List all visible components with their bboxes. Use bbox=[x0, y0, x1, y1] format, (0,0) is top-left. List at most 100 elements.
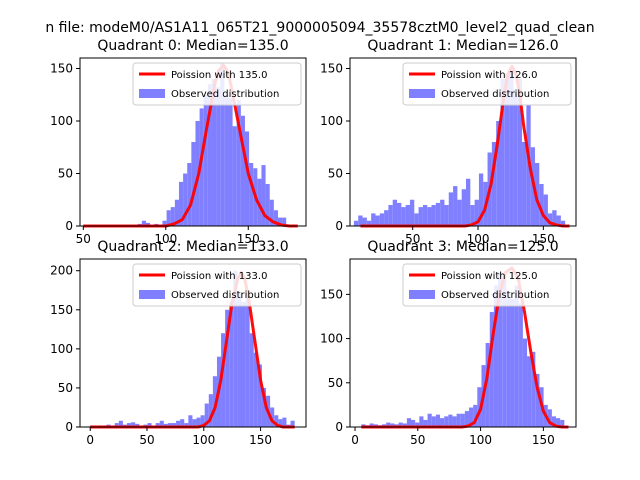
histogram-bar bbox=[207, 84, 212, 226]
histogram-bar bbox=[474, 199, 479, 226]
histogram-bar bbox=[461, 189, 467, 226]
histogram-bar bbox=[539, 184, 544, 226]
histogram-bar bbox=[265, 184, 270, 226]
histogram-bar bbox=[371, 213, 376, 226]
legend: Poission with 126.0 Observed distribution bbox=[402, 62, 572, 106]
histogram-bar bbox=[253, 352, 258, 427]
histogram-bar bbox=[398, 422, 403, 427]
histogram-bar bbox=[220, 63, 225, 226]
y-tick-label: 100 bbox=[320, 114, 343, 128]
histogram-bar bbox=[419, 416, 424, 427]
histogram-bar bbox=[167, 423, 172, 427]
y-tick-label: 150 bbox=[320, 287, 343, 301]
histogram-bar bbox=[200, 415, 205, 427]
y-tick-label: 50 bbox=[58, 167, 73, 181]
histogram-bar bbox=[358, 215, 363, 226]
histogram-bar bbox=[415, 422, 420, 427]
histogram-bar bbox=[379, 213, 385, 226]
histogram-bar bbox=[270, 407, 275, 427]
histogram-bar bbox=[127, 423, 132, 427]
histogram-bar bbox=[517, 79, 523, 226]
histogram-bar bbox=[392, 199, 398, 226]
legend-label-poisson: Poission with 133.0 bbox=[171, 271, 267, 282]
histogram-bar bbox=[131, 422, 136, 427]
legend-box bbox=[132, 62, 302, 106]
panel-title: Quadrant 2: Median=133.0 bbox=[97, 239, 288, 255]
histogram-bar bbox=[470, 205, 475, 226]
histogram-bar bbox=[506, 294, 511, 427]
figure-suptitle: n file: modeM0/AS1A11_065T21_9000005094_… bbox=[45, 20, 594, 36]
panel-title: Quadrant 0: Median=135.0 bbox=[97, 38, 288, 54]
histogram-bar bbox=[560, 220, 566, 226]
histogram-bar bbox=[440, 199, 445, 226]
histogram-bar bbox=[147, 423, 152, 427]
histogram-bar bbox=[269, 199, 274, 226]
x-tick-label: 100 bbox=[467, 232, 490, 246]
histogram-bar bbox=[556, 215, 561, 226]
histogram-bar bbox=[448, 192, 454, 226]
histogram-bar bbox=[362, 217, 367, 226]
histogram-bar bbox=[418, 207, 423, 226]
histogram-bar bbox=[366, 220, 372, 226]
x-tick-label: 50 bbox=[76, 232, 91, 246]
histogram-bar bbox=[240, 115, 245, 226]
y-tick-label: 50 bbox=[58, 381, 73, 395]
histogram-bar bbox=[435, 202, 441, 226]
histogram-bar bbox=[423, 419, 428, 427]
histogram-bar bbox=[390, 423, 395, 427]
histogram-bar bbox=[397, 202, 402, 226]
histogram-bar bbox=[414, 213, 419, 226]
histogram-bar bbox=[163, 423, 168, 427]
legend-label-poisson: Poission with 125.0 bbox=[441, 271, 537, 282]
legend-box bbox=[402, 62, 572, 106]
x-tick-label: 100 bbox=[469, 433, 492, 447]
x-tick-label: 50 bbox=[405, 232, 420, 246]
histogram-bar bbox=[277, 217, 283, 226]
histogram-bar bbox=[456, 413, 461, 427]
histogram-bar bbox=[405, 205, 410, 226]
histogram-bar bbox=[211, 79, 217, 226]
y-tick-label: 50 bbox=[328, 167, 343, 181]
legend-box bbox=[132, 263, 302, 307]
panel-title: Quadrant 1: Median=126.0 bbox=[367, 38, 558, 54]
legend: Poission with 133.0 Observed distribution bbox=[132, 263, 302, 307]
y-tick-label: 0 bbox=[65, 420, 73, 434]
histogram-bar bbox=[386, 422, 391, 427]
histogram-bar bbox=[500, 79, 505, 226]
y-tick-label: 100 bbox=[320, 332, 343, 346]
histogram-bar bbox=[543, 194, 548, 226]
histogram-bar bbox=[551, 416, 557, 427]
histogram-bar bbox=[477, 387, 482, 427]
histogram-bar bbox=[184, 423, 189, 427]
y-tick-label: 150 bbox=[50, 303, 73, 317]
histogram-bar bbox=[464, 411, 470, 427]
legend-label-poisson: Poission with 135.0 bbox=[171, 70, 267, 81]
legend-label-observed: Observed distribution bbox=[171, 89, 279, 100]
histogram-bar bbox=[388, 205, 393, 226]
histogram-bar bbox=[427, 413, 432, 427]
y-tick-label: 0 bbox=[65, 219, 73, 233]
histogram-bar bbox=[282, 417, 287, 427]
histogram-bar bbox=[522, 338, 528, 427]
histogram-bar bbox=[114, 423, 119, 427]
histogram-bar bbox=[466, 178, 471, 226]
axes-frame bbox=[349, 57, 577, 227]
y-tick-label: 100 bbox=[50, 342, 73, 356]
histogram-bar bbox=[171, 423, 177, 427]
y-tick-label: 200 bbox=[50, 264, 73, 278]
histogram-bar bbox=[485, 343, 490, 427]
quadrant-3-panel: 0 50 100 150 0 50 100 150 Quadrant 3: Median=125… bbox=[320, 239, 577, 447]
legend-bar-swatch bbox=[409, 290, 435, 299]
y-tick-label: 50 bbox=[328, 376, 343, 390]
histogram-bar bbox=[510, 298, 515, 427]
histogram-bar bbox=[431, 205, 436, 226]
quadrant-2-panel: 0 50 100 150 0 50 100 150 200 Quadrant 2: Median=… bbox=[50, 239, 307, 447]
plot-area bbox=[361, 266, 569, 429]
histogram-bar bbox=[560, 419, 565, 427]
histogram-bar bbox=[278, 419, 283, 427]
x-tick-label: 50 bbox=[139, 433, 154, 447]
legend-box bbox=[402, 263, 572, 307]
histogram-bar bbox=[552, 210, 557, 226]
histogram-bar bbox=[409, 199, 415, 226]
